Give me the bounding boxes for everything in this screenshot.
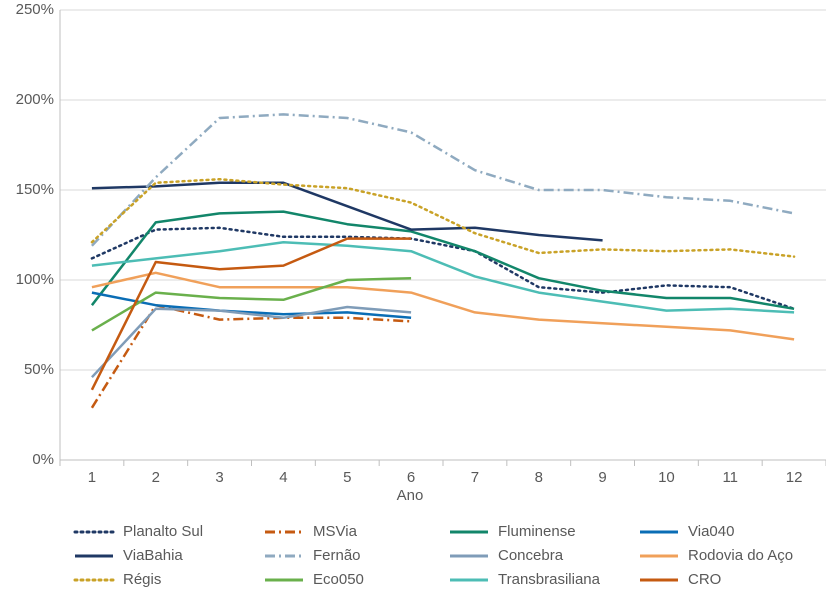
- legend-label: Eco050: [313, 571, 364, 588]
- legend-label: Fernão: [313, 547, 361, 564]
- x-tick-label: 1: [88, 469, 96, 486]
- y-tick-label: 100%: [16, 271, 54, 288]
- x-tick-label: 12: [786, 469, 803, 486]
- legend-label: CRO: [688, 571, 721, 588]
- x-tick-label: 9: [598, 469, 606, 486]
- x-tick-label: 4: [279, 469, 287, 486]
- x-tick-label: 2: [152, 469, 160, 486]
- x-tick-label: 6: [407, 469, 415, 486]
- series-line: [91, 271, 795, 341]
- legend-label: ViaBahia: [123, 547, 183, 564]
- series-line: [90, 210, 795, 311]
- x-axis-label: Ano: [397, 487, 424, 504]
- series-line: [90, 303, 412, 409]
- y-tick-label: 0%: [32, 451, 54, 468]
- series-line: [91, 113, 795, 247]
- y-tick-label: 250%: [16, 1, 54, 18]
- y-tick-label: 200%: [16, 91, 54, 108]
- legend-label: Via040: [688, 523, 734, 540]
- series-line: [91, 276, 412, 332]
- series-line: [91, 305, 412, 379]
- legend-label: Transbrasiliana: [498, 571, 601, 588]
- series-line: [91, 181, 603, 242]
- series-line: [90, 237, 412, 391]
- x-tick-label: 7: [471, 469, 479, 486]
- series-line: [91, 291, 412, 320]
- legend-label: Planalto Sul: [123, 523, 203, 540]
- legend-label: Concebra: [498, 547, 564, 564]
- series-line: [91, 240, 795, 314]
- legend-label: Rodovia do Aço: [688, 547, 793, 564]
- y-tick-label: 50%: [24, 361, 54, 378]
- legend-label: Régis: [123, 571, 161, 588]
- x-tick-label: 10: [658, 469, 675, 486]
- x-tick-label: 8: [535, 469, 543, 486]
- legend-label: MSVia: [313, 523, 358, 540]
- legend-label: Fluminense: [498, 523, 576, 540]
- y-tick-label: 150%: [16, 181, 54, 198]
- x-tick-label: 11: [722, 469, 738, 486]
- series-line: [90, 177, 796, 258]
- series-line: [90, 226, 796, 311]
- x-tick-label: 5: [343, 469, 351, 486]
- x-tick-label: 3: [215, 469, 223, 486]
